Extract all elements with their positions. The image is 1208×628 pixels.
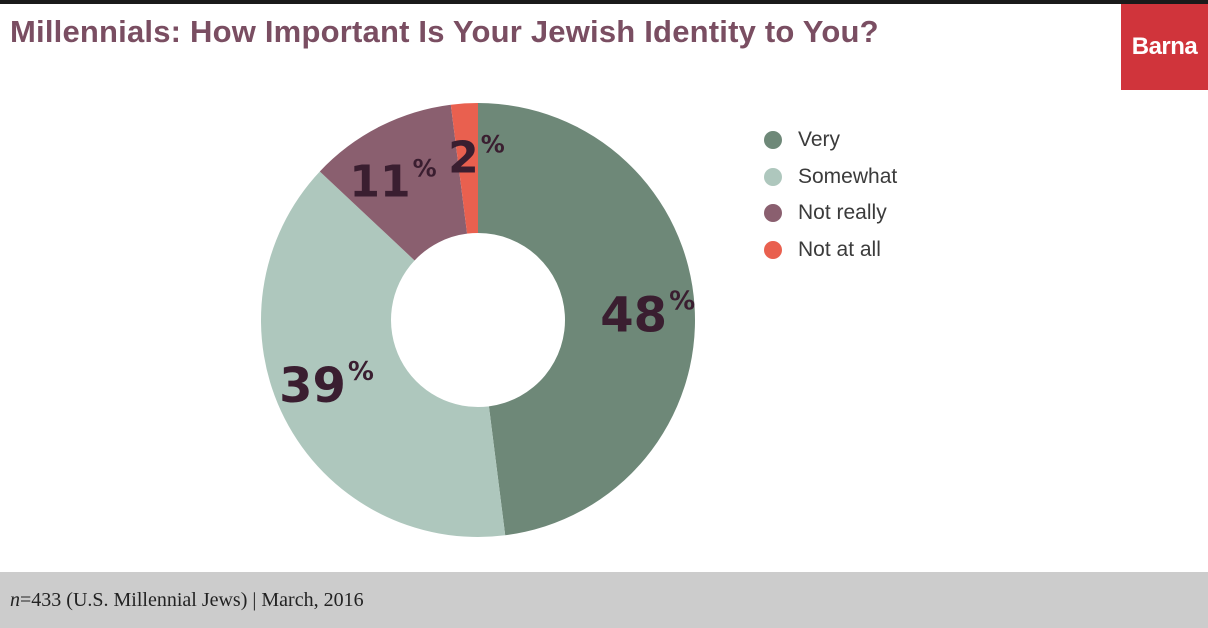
legend-item-very: Very [764, 122, 897, 159]
legend-item-somewhat: Somewhat [764, 159, 897, 196]
logo-text: Barna [1131, 33, 1198, 60]
top-rule [0, 0, 1208, 4]
legend-label: Not at all [798, 237, 881, 261]
legend-item-not-really: Not really [764, 195, 897, 232]
legend-item-not-at-all: Not at all [764, 232, 897, 269]
slice-label-not-at-all: 2% [448, 130, 505, 183]
legend-swatch [764, 131, 782, 150]
legend-swatch [764, 240, 782, 259]
legend-label: Very [798, 128, 841, 152]
slice-very [478, 103, 695, 536]
chart-title: Millennials: How Important Is Your Jewis… [10, 14, 879, 49]
donut-chart: 48% 39% 11% 2% [261, 103, 695, 537]
sample-size-label: n [10, 588, 20, 611]
slice-label-very: 48% [600, 286, 695, 344]
slice-label-somewhat: 39% [279, 357, 374, 415]
legend-swatch [764, 167, 782, 186]
footer-bar: n=433 (U.S. Millennial Jews) | March, 20… [0, 572, 1208, 628]
legend-label: Somewhat [798, 164, 898, 188]
slice-not-at-all [450, 103, 478, 234]
slice-not-really [319, 104, 468, 261]
slice-somewhat [261, 171, 506, 537]
sample-footnote: n=433 (U.S. Millennial Jews) | March, 20… [10, 589, 364, 612]
legend-swatch [764, 204, 782, 223]
barna-logo: Barna [1121, 4, 1208, 90]
legend-label: Not really [798, 201, 887, 225]
slice-label-not-really: 11% [349, 155, 436, 208]
sample-note: =433 (U.S. Millennial Jews) | March, 201… [20, 588, 364, 611]
chart-legend: Very Somewhat Not really Not at all [764, 122, 897, 268]
